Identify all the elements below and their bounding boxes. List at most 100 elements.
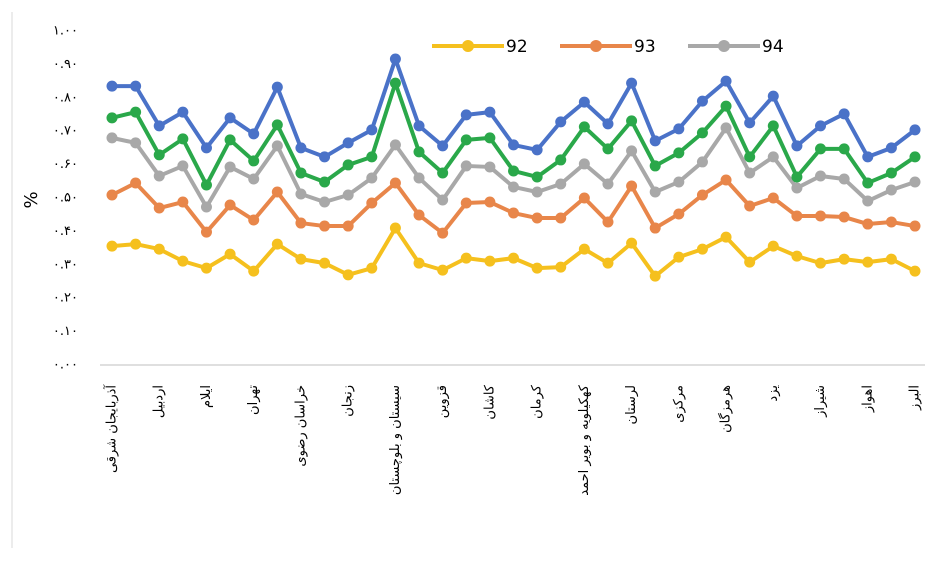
data-point — [649, 270, 661, 282]
data-point — [815, 257, 827, 269]
legend-marker — [590, 40, 602, 52]
data-point — [460, 134, 472, 146]
y-tick-label: ۰.۸۰ — [53, 90, 78, 105]
data-point — [815, 120, 827, 132]
data-point — [578, 158, 590, 170]
data-point — [271, 238, 283, 250]
data-point — [295, 188, 307, 200]
data-point — [130, 238, 142, 250]
data-point — [626, 180, 638, 192]
data-point — [531, 144, 543, 156]
data-point — [626, 237, 638, 249]
data-point — [295, 253, 307, 265]
data-point — [720, 122, 732, 134]
data-point — [862, 218, 874, 230]
data-point — [389, 139, 401, 151]
data-point — [153, 149, 165, 161]
legend-label: 92 — [506, 37, 528, 57]
x-tick-label: قزوین — [435, 385, 450, 418]
data-point — [106, 132, 118, 144]
data-point — [885, 167, 897, 179]
data-point — [578, 192, 590, 204]
x-tick-label: یزد — [766, 385, 781, 402]
data-point — [460, 109, 472, 121]
x-tick-label: لرستان — [624, 385, 639, 424]
data-point — [484, 106, 496, 118]
data-point — [484, 255, 496, 267]
data-point — [696, 189, 708, 201]
data-point — [413, 172, 425, 184]
legend-marker — [462, 40, 474, 52]
data-point — [767, 120, 779, 132]
data-point — [319, 220, 331, 232]
data-point — [531, 212, 543, 224]
data-point — [602, 178, 614, 190]
data-point — [696, 95, 708, 107]
data-point — [744, 117, 756, 129]
data-point — [484, 161, 496, 173]
data-point — [413, 120, 425, 132]
data-point — [319, 196, 331, 208]
data-point — [248, 155, 260, 167]
y-tick-label: ۰.۲۰ — [53, 291, 78, 306]
data-point — [649, 135, 661, 147]
data-point — [744, 200, 756, 212]
data-point — [862, 151, 874, 163]
data-point — [106, 80, 118, 92]
data-point — [555, 261, 567, 273]
data-point — [767, 240, 779, 252]
data-point — [366, 197, 378, 209]
data-point — [153, 120, 165, 132]
x-tick-label: البرز — [908, 385, 923, 411]
data-point — [649, 186, 661, 198]
data-point — [815, 210, 827, 222]
data-point — [366, 262, 378, 274]
data-point — [696, 127, 708, 139]
legend-marker — [718, 40, 730, 52]
data-point — [319, 176, 331, 188]
data-point — [862, 195, 874, 207]
data-point — [626, 145, 638, 157]
data-point — [602, 118, 614, 130]
x-tick-label: خراسان رضوی — [293, 385, 308, 467]
data-point — [342, 189, 354, 201]
x-tick-label: اردبیل — [152, 385, 167, 418]
data-point — [508, 207, 519, 219]
data-point — [271, 119, 283, 131]
data-point — [885, 142, 897, 154]
data-point — [413, 257, 425, 269]
data-point — [508, 139, 519, 151]
legend-label: 94 — [762, 37, 784, 57]
x-tick-label: تهران — [246, 385, 261, 415]
data-point — [177, 255, 189, 267]
data-point — [224, 199, 236, 211]
data-point — [177, 160, 189, 172]
data-point — [815, 170, 827, 182]
data-point — [130, 80, 142, 92]
data-point — [295, 217, 307, 229]
data-point — [224, 248, 236, 260]
data-point — [389, 77, 401, 89]
data-point — [555, 116, 567, 128]
data-point — [484, 132, 496, 144]
data-point — [602, 216, 614, 228]
data-point — [366, 124, 378, 136]
data-point — [130, 177, 142, 189]
data-point — [177, 196, 189, 208]
data-point — [885, 253, 897, 265]
data-point — [885, 216, 897, 228]
data-point — [248, 265, 260, 277]
data-point — [720, 75, 732, 87]
data-point — [389, 222, 401, 234]
data-point — [248, 173, 260, 185]
data-point — [720, 231, 732, 243]
y-tick-label: ۰.۳۰ — [53, 257, 78, 272]
x-tick-label: سیستان و بلوچستان — [388, 385, 403, 495]
data-point — [720, 174, 732, 186]
data-point — [319, 151, 331, 163]
data-point — [106, 112, 118, 124]
data-point — [437, 227, 449, 239]
data-point — [460, 160, 472, 172]
y-tick-label: ۰.۶۰ — [53, 157, 78, 172]
x-tick-label: کاشان — [482, 384, 497, 419]
